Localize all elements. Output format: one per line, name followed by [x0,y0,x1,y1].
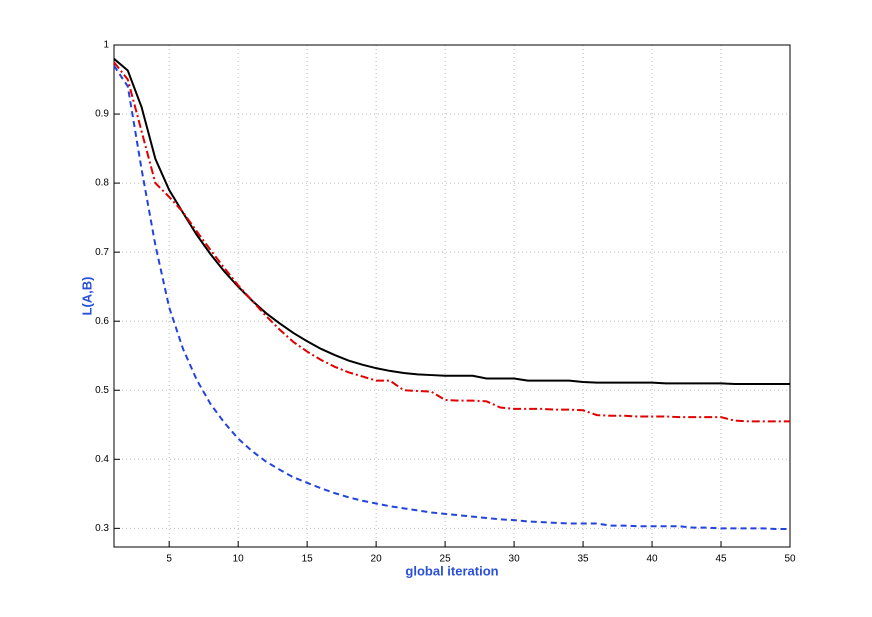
y-tick-label: 0.4 [95,454,109,465]
data-line [113,61,790,423]
x-tick-label: 30 [509,554,521,565]
data-line [113,58,790,386]
data-line [113,65,790,531]
plot-frame [113,44,791,548]
x-tick-label: 50 [784,554,796,565]
x-tick-label: 5 [166,554,172,565]
x-tick-label: 15 [302,554,314,565]
x-tick-label: 25 [440,554,452,565]
y-tick-label: 0.3 [95,523,109,534]
y-tick-label: 0.9 [95,109,109,120]
x-tick-label: 10 [233,554,245,565]
x-tick-label: 20 [371,554,383,565]
x-tick-label: 40 [646,554,658,565]
y-tick-label: 0.7 [95,247,109,258]
y-axis-label: L(A,B) [79,277,94,316]
y-tick-label: 0.5 [95,385,109,396]
y-tick-label: 1 [103,40,109,51]
x-axis-label: global iteration [405,563,498,578]
y-tick-label: 0.8 [95,178,109,189]
x-tick-label: 45 [715,554,727,565]
y-tick-label: 0.6 [95,316,109,327]
x-tick-label: 35 [577,554,589,565]
